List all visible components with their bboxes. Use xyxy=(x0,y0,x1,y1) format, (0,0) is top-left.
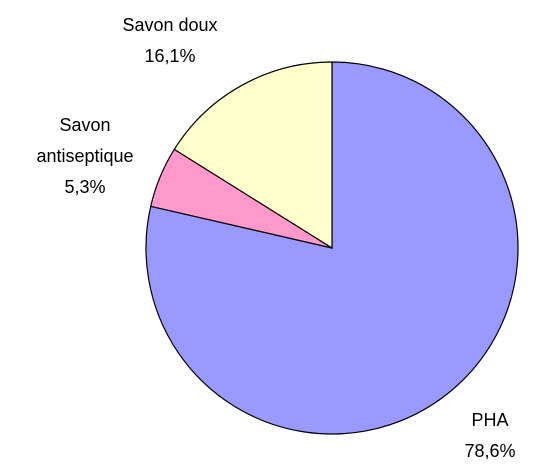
slice-label: PHA 78,6% xyxy=(450,405,530,464)
category-label: PHA xyxy=(471,410,509,430)
value-label: 16,1% xyxy=(144,46,196,66)
category-label: Savon antiseptique xyxy=(36,115,134,166)
slice-label: Savon doux 16,1% xyxy=(95,10,245,72)
value-label: 78,6% xyxy=(464,441,516,461)
category-label: Savon doux xyxy=(122,15,218,35)
slice-label: Savon antiseptique 5,3% xyxy=(30,110,140,203)
value-label: 5,3% xyxy=(64,177,106,197)
pie-slice xyxy=(173,61,333,250)
